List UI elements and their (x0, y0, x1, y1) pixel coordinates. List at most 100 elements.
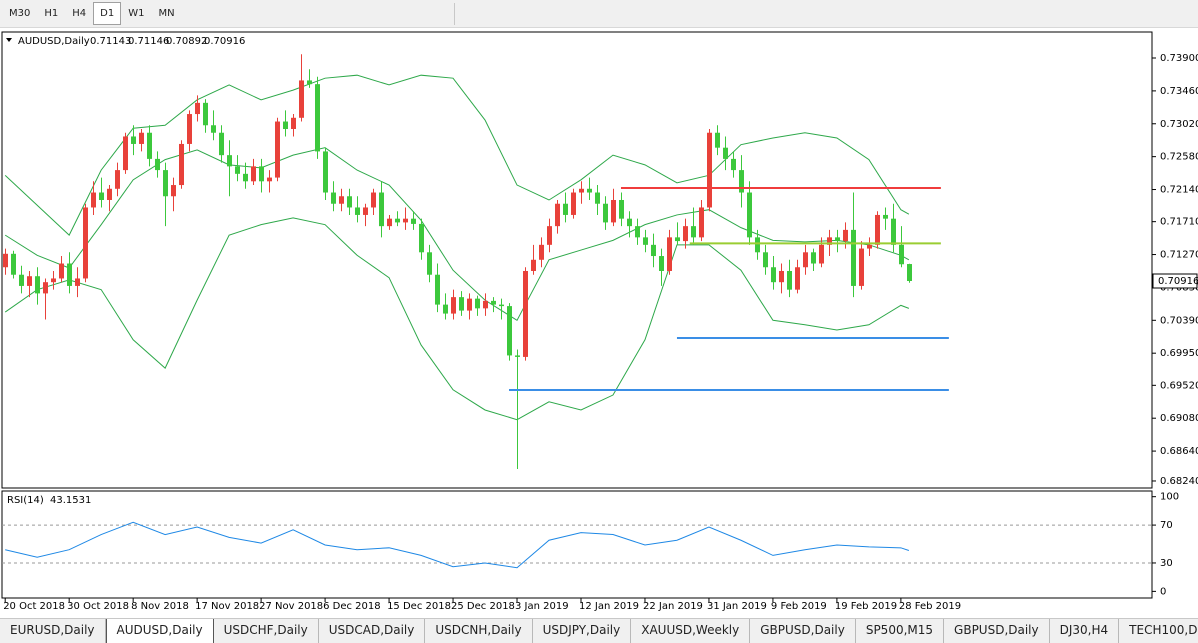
chart-tab[interactable]: USDCAD,Daily (319, 619, 426, 643)
y-tick-label: 0.70390 (1160, 315, 1198, 326)
candle-body (499, 304, 504, 307)
chart-tab[interactable]: USDCHF,Daily (214, 619, 319, 643)
y-tick-label: 0.72580 (1160, 152, 1198, 163)
candle-body (907, 264, 912, 281)
candle-body (147, 132, 152, 159)
rsi-value: 43.1531 (50, 495, 91, 506)
candle-body (219, 132, 224, 156)
candle-body (51, 278, 56, 283)
chart-tab[interactable]: AUDUSD,Daily (105, 619, 214, 643)
chart: AUDUSD,Daily 0.71143 0.71146 0.70892 0.7… (1, 31, 1198, 612)
candle-body (107, 188, 112, 200)
chart-tab[interactable]: DJ30,H4 (1050, 619, 1120, 643)
candle-body (331, 192, 336, 204)
bollinger-lower (4, 217, 910, 421)
chart-tab[interactable]: XAUUSD,Weekly (631, 619, 751, 643)
timeframe-button[interactable]: H1 (44, 8, 59, 19)
rsi-panel (1, 490, 1153, 599)
x-tick-label: 19 Feb 2019 (835, 601, 897, 612)
candle-body (363, 207, 368, 215)
bid-label: 0.70916 (1158, 276, 1198, 287)
candle-body (739, 170, 744, 193)
candle-body (283, 121, 288, 129)
candle-body (579, 188, 584, 193)
ohlc-close: 0.70916 (204, 36, 245, 47)
y-tick-label: 0.68640 (1160, 446, 1198, 457)
ohlc-open: 0.71143 (90, 36, 131, 47)
candle-body (339, 196, 344, 204)
candle-body (619, 199, 624, 219)
chart-tab[interactable]: SP500,M15 (856, 619, 945, 643)
timeframe-button[interactable]: MN (158, 8, 175, 19)
y-tick-label: 70 (1160, 520, 1173, 531)
candle-body (315, 84, 320, 152)
candle-body (187, 114, 192, 144)
candle-body (243, 173, 248, 182)
y-tick-label: 0.73020 (1160, 119, 1198, 130)
toolbar-separator (453, 2, 455, 25)
x-tick-label: 28 Feb 2019 (899, 601, 961, 612)
y-tick-label: 0.71710 (1160, 217, 1198, 228)
candle-body (539, 244, 544, 260)
chart-tab[interactable]: GBPUSD,Daily (944, 619, 1050, 643)
candle-body (59, 263, 64, 279)
candle-body (427, 252, 432, 275)
bid-label-box (1152, 273, 1198, 289)
candle-body (651, 244, 656, 257)
x-tick-label: 6 Dec 2018 (323, 601, 381, 612)
candle-body (675, 237, 680, 242)
candle-body (203, 102, 208, 126)
candle-body (259, 166, 264, 182)
chart-tab[interactable]: USDJPY,Daily (533, 619, 632, 643)
candle-body (891, 218, 896, 245)
candle-body (251, 166, 256, 182)
chart-tab[interactable]: EURUSD,Daily (0, 619, 106, 643)
candle-body (483, 300, 488, 309)
candle-body (875, 214, 880, 245)
y-tick-label: 0.73900 (1160, 53, 1198, 64)
candle-body (763, 252, 768, 268)
timeframe-button[interactable]: M30 (9, 8, 31, 19)
y-tick-label: 100 (1160, 492, 1179, 503)
candle-body (819, 244, 824, 264)
candle-body (83, 207, 88, 279)
chart-tabs: EURUSD,Daily AUDUSD,Daily USDCHF,Daily USDC… (0, 618, 1198, 643)
candle-body (635, 226, 640, 238)
candle-body (155, 158, 160, 171)
candle-body (299, 80, 304, 118)
timeframe-button[interactable]: D1 (93, 2, 122, 25)
candle-body (811, 252, 816, 264)
x-tick-label: 9 Feb 2019 (771, 601, 827, 612)
candle-body (131, 136, 136, 144)
candle-body (507, 306, 512, 356)
candle-body (43, 282, 48, 294)
y-tick-label: 0.72140 (1160, 185, 1198, 196)
candle-body (451, 297, 456, 314)
candle-body (835, 237, 840, 242)
x-tick-label: 12 Jan 2019 (579, 601, 639, 612)
timeframe-button[interactable]: H4 (72, 8, 87, 19)
candle-body (747, 192, 752, 238)
x-tick-label: 31 Jan 2019 (707, 601, 767, 612)
candle-body (91, 192, 96, 208)
candle-body (531, 259, 536, 271)
candle-body (435, 274, 440, 305)
x-tick-label: 20 Oct 2018 (3, 601, 65, 612)
y-tick-label: 0.69520 (1160, 380, 1198, 391)
candle-body (19, 274, 24, 286)
chart-tab[interactable]: GBPUSD,Daily (750, 619, 856, 643)
candle-body (403, 218, 408, 223)
candle-body (419, 223, 424, 253)
chart-tab[interactable]: USDCNH,Daily (425, 619, 533, 643)
candle-body (659, 256, 664, 271)
chart-tab[interactable]: TECH100,Daily (1119, 619, 1198, 643)
timeframe-button[interactable]: W1 (128, 8, 145, 19)
candle-body (571, 192, 576, 215)
candle-body (11, 253, 16, 275)
candle-body (475, 298, 480, 309)
candle-body (715, 132, 720, 148)
candle-body (699, 207, 704, 238)
ohlc-high: 0.71146 (128, 36, 169, 47)
candle-body (227, 155, 232, 167)
candle-body (779, 270, 784, 283)
